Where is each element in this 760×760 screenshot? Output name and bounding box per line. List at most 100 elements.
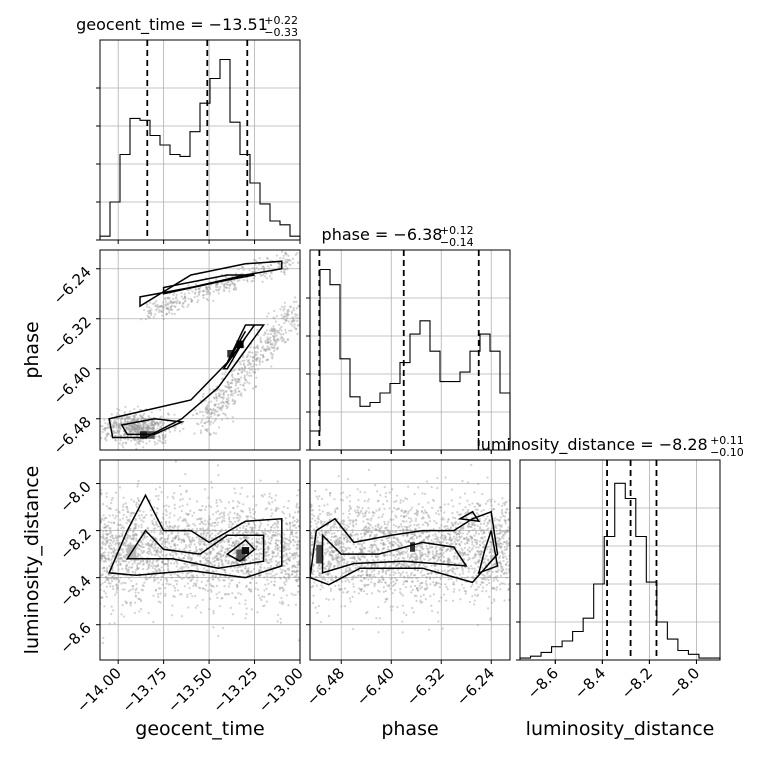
sample-point (116, 407, 119, 411)
sample-point (107, 538, 110, 542)
sample-point (233, 544, 237, 547)
sample-point (102, 551, 105, 555)
sample-point (360, 549, 364, 552)
sample-point (150, 543, 153, 546)
sample-point (292, 309, 296, 312)
sample-point (321, 586, 324, 589)
sample-point (266, 566, 269, 570)
sample-point (362, 515, 365, 518)
title-sup: +0.22 (264, 14, 298, 27)
sample-point (241, 570, 244, 573)
sample-point (209, 551, 212, 554)
sample-point (202, 587, 205, 590)
sample-point (405, 580, 408, 583)
sample-point (196, 604, 199, 607)
sample-point (236, 381, 240, 384)
sample-point (136, 555, 140, 558)
sample-point (340, 549, 343, 553)
sample-point (104, 437, 107, 441)
sample-point (449, 526, 453, 529)
sample-point (287, 573, 290, 576)
histogram-panel-luminosity_distance: luminosity_distance = −8.28 +0.11−0.10 (476, 434, 744, 664)
sample-point (297, 510, 300, 513)
sample-point (332, 598, 335, 601)
sample-point (406, 564, 409, 567)
sample-point (139, 423, 143, 427)
sample-point (282, 554, 286, 557)
sample-point (357, 569, 360, 572)
sample-point (328, 551, 332, 554)
sample-point (367, 583, 370, 586)
sample-point (346, 569, 349, 573)
sample-point (480, 530, 483, 533)
sample-point (301, 261, 303, 263)
sample-point (100, 556, 103, 559)
sample-point (205, 286, 208, 289)
sample-point (183, 292, 186, 295)
sample-point (257, 538, 261, 541)
sample-point (420, 543, 424, 546)
sample-point (103, 427, 107, 430)
sample-point (464, 576, 467, 580)
sample-point (292, 538, 295, 541)
sample-point (181, 539, 184, 542)
sample-point (348, 504, 351, 507)
sample-point (392, 580, 395, 583)
sample-point (418, 549, 421, 552)
sample-point (280, 596, 283, 600)
sample-point (204, 588, 207, 591)
sample-point (127, 534, 130, 537)
sample-point (228, 284, 231, 287)
sample-point (374, 527, 377, 530)
sample-point (296, 546, 299, 549)
sample-point (206, 410, 210, 413)
sample-point (245, 536, 248, 539)
sample-point (507, 542, 510, 545)
sample-point (255, 376, 258, 379)
sample-point (360, 551, 363, 554)
sample-point (133, 527, 136, 530)
sample-point (184, 473, 187, 476)
sample-point (207, 577, 211, 580)
sample-point (231, 541, 235, 544)
sample-point (151, 522, 154, 525)
sample-point (123, 560, 127, 563)
sample-point (268, 341, 272, 344)
sample-point (254, 270, 257, 273)
sample-point (111, 534, 114, 537)
sample-point (138, 408, 142, 412)
sample-point (367, 578, 370, 581)
sample-point (260, 540, 263, 543)
sample-point (247, 351, 251, 354)
sample-point (347, 516, 350, 519)
sample-point (336, 529, 340, 533)
sample-point (236, 566, 239, 569)
sample-point (368, 511, 371, 514)
sample-point (414, 529, 417, 532)
sample-point (190, 540, 193, 544)
sample-point (116, 429, 119, 432)
sample-point (266, 575, 269, 578)
sample-point (292, 318, 296, 322)
sample-point (186, 572, 190, 575)
sample-point (103, 566, 106, 570)
sample-point (203, 289, 206, 292)
sample-point (360, 589, 363, 593)
sample-point (171, 531, 174, 535)
sample-point (118, 557, 122, 560)
sample-point (418, 526, 421, 529)
sample-point (204, 428, 208, 431)
sample-point (373, 569, 376, 572)
sample-point (128, 424, 131, 428)
sample-point (153, 428, 156, 431)
sample-point (245, 538, 249, 541)
sample-point (384, 581, 387, 584)
sample-point (437, 620, 440, 623)
sample-point (405, 613, 408, 617)
sample-point (460, 583, 464, 586)
sample-point (296, 518, 299, 521)
sample-point (241, 367, 244, 370)
sample-point (278, 587, 281, 590)
sample-point (340, 541, 344, 544)
sample-point (257, 594, 261, 597)
